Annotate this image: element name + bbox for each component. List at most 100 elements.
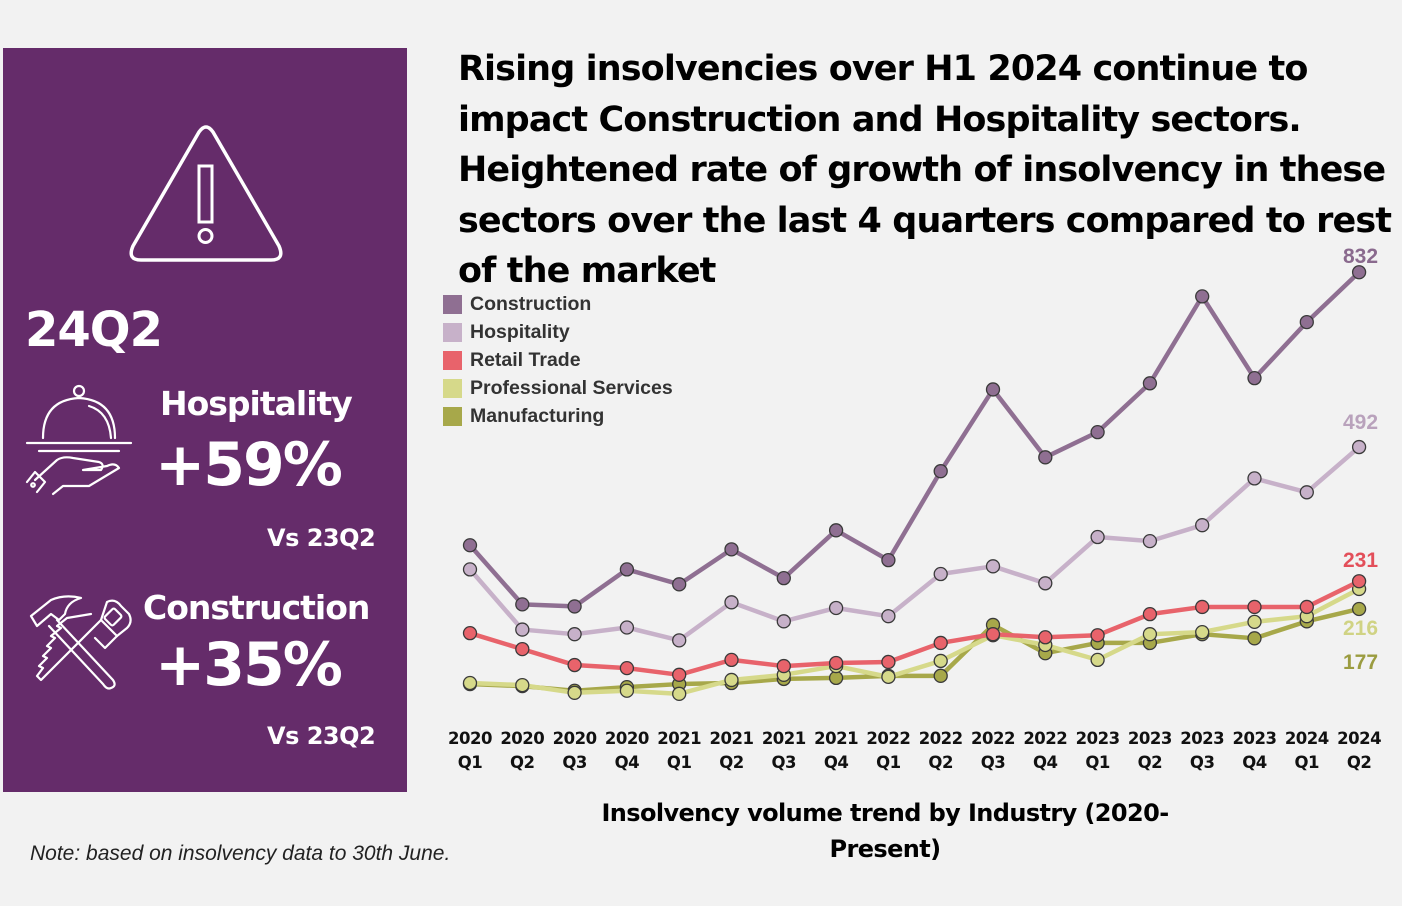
legend-item: Construction bbox=[440, 290, 692, 318]
data-point-professional-services bbox=[567, 685, 582, 700]
end-value-label: 492 bbox=[1343, 411, 1379, 434]
legend-item: Retail Trade bbox=[440, 346, 692, 374]
construction-comparison-label: Vs 23Q2 bbox=[267, 722, 376, 750]
data-point-construction bbox=[1299, 314, 1314, 330]
data-point-retail-trade bbox=[1038, 630, 1053, 645]
x-tick-label: 2023 Q3 bbox=[1172, 727, 1232, 775]
data-point-hospitality bbox=[724, 595, 739, 610]
x-tick-year: 2021 bbox=[761, 729, 806, 748]
data-point-professional-services bbox=[1247, 614, 1262, 630]
data-point-hospitality bbox=[776, 614, 791, 629]
data-point-construction bbox=[1351, 265, 1367, 280]
x-tick-label: 2021 Q3 bbox=[754, 727, 814, 775]
data-point-professional-services bbox=[1195, 624, 1210, 640]
data-point-hospitality bbox=[515, 622, 530, 637]
data-point-construction bbox=[567, 599, 582, 614]
data-point-hospitality bbox=[619, 620, 635, 635]
series-construction bbox=[462, 265, 1367, 614]
legend-item: Hospitality bbox=[440, 318, 692, 346]
x-tick-year: 2023 bbox=[1075, 729, 1120, 748]
x-tick-year: 2021 bbox=[657, 729, 702, 748]
x-tick-quarter: Q1 bbox=[1085, 753, 1110, 772]
data-point-construction bbox=[462, 538, 478, 553]
data-point-construction bbox=[1142, 376, 1158, 391]
x-tick-quarter: Q4 bbox=[823, 753, 849, 772]
data-point-construction bbox=[724, 542, 739, 557]
data-point-construction bbox=[672, 577, 687, 592]
data-point-hospitality bbox=[1247, 471, 1262, 486]
data-point-professional-services bbox=[515, 677, 530, 693]
quarter-label: 24Q2 bbox=[25, 302, 163, 358]
data-point-construction bbox=[1090, 424, 1105, 440]
data-point-construction bbox=[1038, 450, 1053, 465]
x-tick-label: 2022 Q1 bbox=[858, 727, 918, 775]
hospitality-change-value: +59% bbox=[155, 430, 343, 500]
data-point-retail-trade bbox=[1090, 628, 1105, 643]
x-tick-year: 2024 bbox=[1284, 729, 1329, 748]
x-tick-label: 2024 Q1 bbox=[1277, 727, 1337, 775]
headline: Rising insolvencies over H1 2024 continu… bbox=[458, 49, 1392, 291]
end-value-label: 231 bbox=[1343, 549, 1379, 572]
data-point-professional-services bbox=[1142, 627, 1158, 642]
data-point-professional-services bbox=[619, 683, 635, 698]
x-tick-label: 2024 Q2 bbox=[1329, 727, 1389, 775]
x-tick-label: 2023 Q2 bbox=[1120, 727, 1180, 775]
data-point-hospitality bbox=[933, 566, 948, 582]
data-point-professional-services bbox=[672, 686, 687, 701]
legend-label: Construction bbox=[470, 292, 592, 315]
x-tick-quarter: Q1 bbox=[876, 753, 901, 772]
x-tick-year: 2021 bbox=[814, 729, 859, 748]
data-point-construction bbox=[619, 562, 635, 577]
x-tick-label: 2020 Q1 bbox=[440, 727, 500, 775]
x-tick-label: 2021 Q2 bbox=[702, 727, 762, 775]
data-point-retail-trade bbox=[1195, 599, 1210, 615]
x-tick-quarter: Q2 bbox=[719, 753, 744, 772]
data-point-hospitality bbox=[567, 627, 582, 642]
data-point-professional-services bbox=[462, 675, 478, 691]
x-tick-year: 2023 bbox=[1232, 729, 1277, 748]
data-point-hospitality bbox=[1351, 439, 1367, 455]
x-tick-quarter: Q3 bbox=[980, 753, 1006, 772]
hospitality-comparison-label: Vs 23Q2 bbox=[267, 524, 376, 552]
legend-label: Hospitality bbox=[470, 320, 570, 343]
hospitality-sector-label: Hospitality bbox=[160, 384, 353, 423]
x-tick-quarter: Q2 bbox=[510, 753, 535, 772]
data-point-professional-services bbox=[881, 669, 896, 685]
x-tick-year: 2020 bbox=[604, 729, 649, 748]
data-point-retail-trade bbox=[933, 635, 948, 651]
x-tick-quarter: Q2 bbox=[1137, 753, 1163, 772]
data-point-professional-services bbox=[724, 672, 739, 688]
legend-item: Professional Services bbox=[440, 374, 692, 402]
series-line-retail-trade bbox=[469, 579, 1361, 678]
data-point-construction bbox=[828, 523, 844, 538]
x-tick-quarter: Q3 bbox=[771, 753, 797, 772]
data-point-construction bbox=[985, 382, 1001, 397]
series-line-professional-services bbox=[469, 586, 1361, 697]
x-tick-year: 2020 bbox=[552, 729, 597, 748]
x-tick-label: 2021 Q1 bbox=[649, 727, 709, 775]
data-point-professional-services bbox=[1090, 652, 1105, 668]
legend-swatch bbox=[443, 378, 462, 398]
data-point-professional-services bbox=[933, 653, 948, 669]
data-point-construction bbox=[515, 597, 530, 612]
data-point-manufacturing bbox=[828, 670, 844, 686]
data-point-retail-trade bbox=[776, 658, 791, 674]
x-tick-quarter: Q1 bbox=[457, 753, 483, 772]
data-point-retail-trade bbox=[567, 657, 582, 673]
x-tick-label: 2020 Q3 bbox=[545, 727, 605, 775]
data-point-construction bbox=[881, 553, 896, 568]
x-tick-label: 2020 Q4 bbox=[597, 727, 657, 775]
data-point-hospitality bbox=[1142, 533, 1158, 549]
x-tick-quarter: Q1 bbox=[666, 753, 692, 772]
data-point-hospitality bbox=[462, 562, 478, 577]
data-point-hospitality bbox=[672, 633, 687, 648]
data-point-retail-trade bbox=[672, 667, 687, 682]
x-tick-quarter: Q2 bbox=[1346, 753, 1372, 772]
data-point-retail-trade bbox=[1142, 606, 1158, 622]
data-point-manufacturing bbox=[933, 668, 948, 683]
x-tick-label: 2022 Q3 bbox=[963, 727, 1023, 775]
construction-change-value: +35% bbox=[155, 630, 343, 700]
x-tick-year: 2022 bbox=[1023, 729, 1068, 748]
end-value-label: 177 bbox=[1343, 651, 1379, 674]
